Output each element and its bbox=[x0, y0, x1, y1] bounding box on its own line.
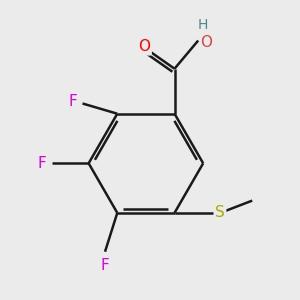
Text: O: O bbox=[200, 35, 212, 50]
Text: O: O bbox=[138, 39, 150, 54]
Text: F: F bbox=[69, 94, 77, 109]
Text: F: F bbox=[38, 156, 47, 171]
Text: H: H bbox=[198, 18, 208, 32]
Text: F: F bbox=[100, 258, 109, 273]
Text: S: S bbox=[215, 206, 225, 220]
